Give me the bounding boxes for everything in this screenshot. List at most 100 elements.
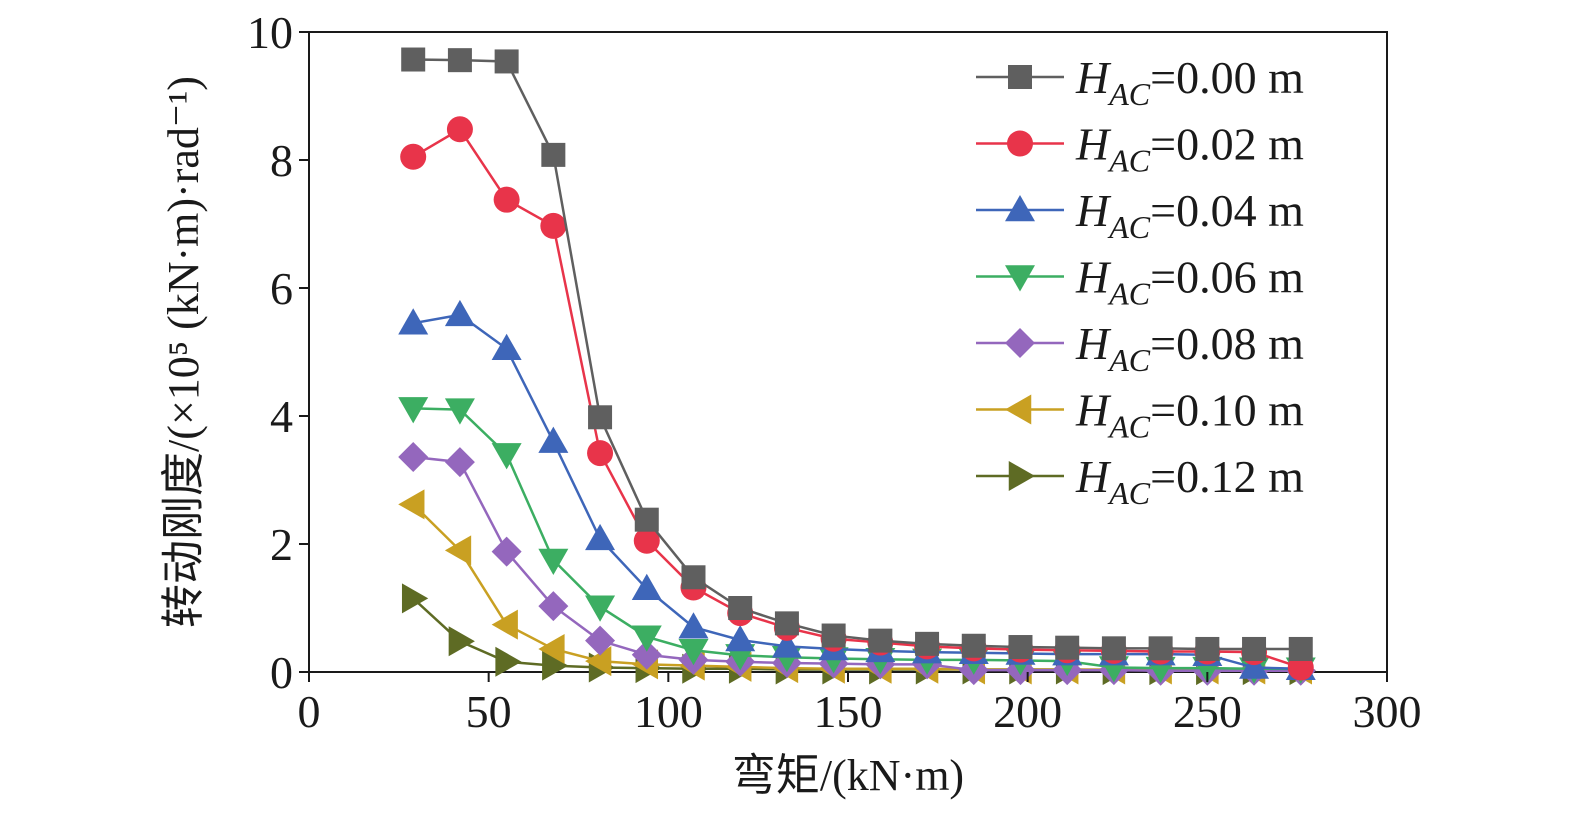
y-tick-label: 8 — [270, 135, 293, 186]
data-point — [1055, 635, 1080, 660]
data-point — [446, 116, 473, 143]
data-point — [728, 596, 753, 620]
data-point — [1195, 636, 1220, 661]
legend-item: HAC=0.08 m — [976, 318, 1304, 378]
data-point — [1148, 636, 1173, 661]
data-point — [631, 573, 662, 601]
legend-marker — [1007, 130, 1033, 157]
legend-item: HAC=0.04 m — [976, 185, 1304, 245]
data-point — [681, 565, 706, 590]
data-point — [725, 625, 756, 652]
data-point — [538, 548, 569, 575]
data-point — [491, 536, 522, 567]
legend-item: HAC=0.00 m — [976, 52, 1304, 112]
data-point — [634, 507, 659, 532]
data-point — [493, 186, 520, 213]
data-point — [398, 489, 425, 520]
x-axis-ticks: 0 50 100 150 200 250 300 — [298, 672, 1422, 737]
data-point — [538, 426, 569, 453]
data-point — [1239, 652, 1270, 679]
x-tick-label: 250 — [1173, 686, 1242, 737]
x-tick-label: 50 — [466, 686, 512, 737]
data-point — [961, 633, 986, 658]
x-axis-title: 弯矩/(kN·m) — [732, 751, 964, 800]
data-point — [542, 650, 569, 681]
y-tick-label: 0 — [270, 647, 293, 698]
legend-item: HAC=0.02 m — [976, 119, 1304, 179]
data-point — [1288, 636, 1313, 661]
legend-label: HAC=0.08 m — [1075, 318, 1304, 378]
legend-marker — [1005, 328, 1035, 358]
legend-label: HAC=0.02 m — [1075, 119, 1304, 179]
data-point — [915, 631, 940, 656]
data-point — [587, 440, 614, 467]
legend-label: HAC=0.06 m — [1075, 252, 1304, 312]
legend-item: HAC=0.06 m — [976, 252, 1304, 312]
data-point — [631, 625, 662, 652]
data-point — [491, 443, 522, 470]
legend-item: HAC=0.10 m — [976, 385, 1304, 445]
x-tick-label: 150 — [814, 686, 883, 737]
data-point — [868, 628, 893, 653]
data-point — [538, 633, 565, 664]
y-tick-label: 10 — [247, 7, 293, 58]
data-point — [585, 595, 616, 622]
x-tick-label: 100 — [634, 686, 703, 737]
data-point — [444, 535, 472, 566]
legend-label: HAC=0.12 m — [1075, 451, 1304, 511]
legend-marker — [1005, 394, 1032, 425]
y-tick-label: 6 — [270, 263, 293, 314]
x-tick-label: 300 — [1353, 686, 1422, 737]
series-layer — [398, 47, 1316, 686]
data-point — [585, 625, 616, 656]
data-point — [633, 527, 660, 554]
data-point — [631, 639, 662, 670]
y-tick-label: 2 — [270, 519, 293, 570]
data-point — [1287, 654, 1314, 681]
y-axis-ticks: 0 2 4 6 8 10 — [247, 7, 309, 698]
series-group — [401, 47, 1313, 661]
x-tick-label: 0 — [298, 686, 321, 737]
data-point — [401, 47, 426, 72]
legend-item: HAC=0.12 m — [976, 451, 1304, 511]
legend-label: HAC=0.00 m — [1075, 52, 1304, 112]
data-point — [1101, 636, 1126, 661]
data-point — [447, 48, 472, 73]
legend-marker — [1008, 65, 1032, 89]
data-point — [678, 612, 709, 639]
data-point — [585, 646, 612, 677]
data-point — [444, 299, 475, 327]
data-point — [588, 405, 613, 430]
legend-marker — [1008, 461, 1035, 491]
data-point — [541, 142, 566, 167]
data-point — [495, 646, 522, 677]
legend-label: HAC=0.04 m — [1075, 185, 1304, 245]
data-point — [448, 626, 475, 657]
y-axis-title: 转动刚度/(×10⁵ (kN·m)·rad⁻¹) — [159, 76, 208, 628]
data-point — [821, 623, 846, 648]
legend-label: HAC=0.10 m — [1075, 385, 1304, 445]
data-point — [401, 583, 429, 614]
data-point — [774, 611, 799, 636]
data-point — [400, 143, 427, 170]
legend-marker — [1005, 265, 1035, 292]
data-point — [678, 638, 709, 666]
data-point — [444, 398, 475, 425]
data-point — [491, 333, 522, 361]
data-point — [1008, 635, 1033, 660]
data-point — [540, 212, 567, 239]
y-tick-label: 4 — [270, 391, 293, 442]
data-point — [538, 591, 569, 622]
data-point — [585, 523, 616, 551]
legend-marker — [1005, 195, 1035, 222]
data-point — [398, 308, 429, 335]
x-tick-label: 200 — [993, 686, 1062, 737]
data-point — [398, 441, 429, 472]
data-point — [398, 397, 429, 424]
data-point — [491, 609, 518, 640]
data-point — [494, 49, 519, 74]
data-point — [444, 447, 475, 478]
data-point — [1242, 636, 1267, 661]
